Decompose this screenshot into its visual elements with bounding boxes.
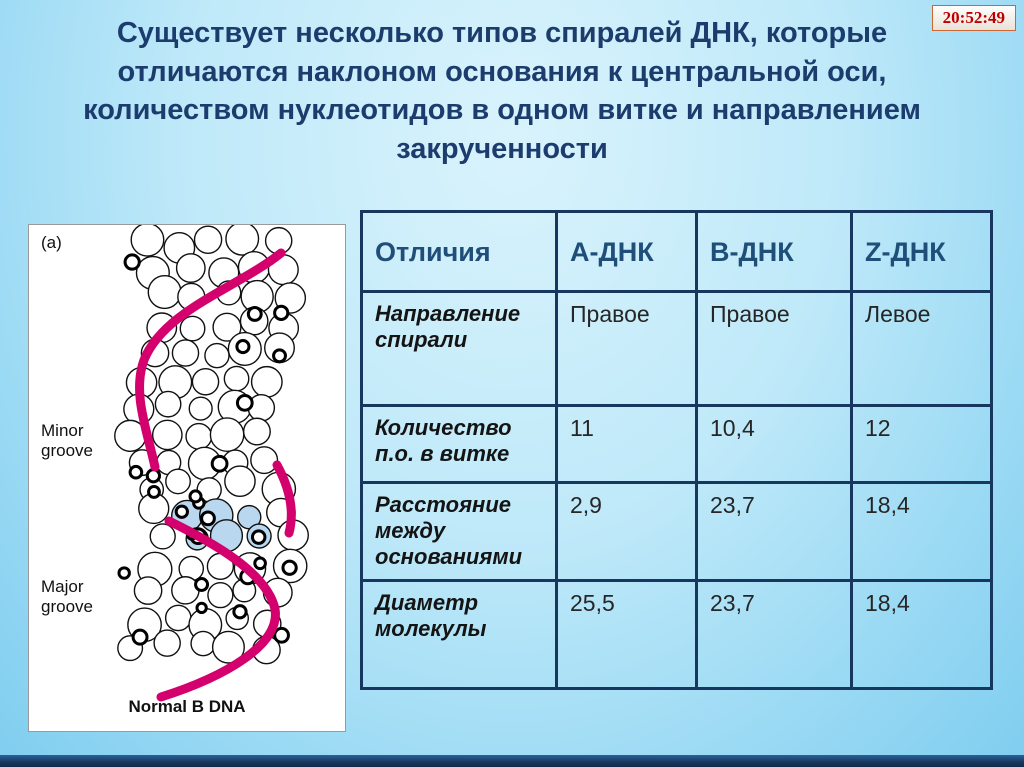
table-row-label: Диаметр молекулы: [360, 579, 558, 690]
table-row: Расстояние между основаниями 2,9 23,7 18…: [360, 481, 993, 582]
helix-ribbon: [135, 248, 296, 702]
table-cell: 18,4: [850, 481, 993, 582]
table-cell: 23,7: [695, 579, 853, 690]
table-cell: Левое: [850, 290, 993, 407]
figure-caption: Normal B DNA: [128, 697, 246, 716]
clock: 20:52:49: [931, 5, 1016, 31]
table-cell: 11: [555, 404, 698, 484]
table-header-cell: Z-ДНК: [850, 210, 993, 293]
table-cell: 10,4: [695, 404, 853, 484]
table-row-label: Расстояние между основаниями: [360, 481, 558, 582]
figure-label-a: (a): [41, 233, 62, 252]
table-header-cell: В-ДНК: [695, 210, 853, 293]
table-cell: 18,4: [850, 579, 993, 690]
table-header-row: Отличия А-ДНК В-ДНК Z-ДНК: [360, 210, 993, 293]
minor-groove-label: Minor groove: [41, 421, 93, 460]
table-row: Направление спирали Правое Правое Левое: [360, 290, 993, 407]
table-row-label: Направление спирали: [360, 290, 558, 407]
table-cell: 2,9: [555, 481, 698, 582]
table-cell: 25,5: [555, 579, 698, 690]
dna-comparison-table: Отличия А-ДНК В-ДНК Z-ДНК Направление сп…: [360, 210, 993, 690]
major-groove-label: Major groove: [41, 577, 93, 616]
table-cell: 23,7: [695, 481, 853, 582]
table-cell: Правое: [695, 290, 853, 407]
table-row: Диаметр молекулы 25,5 23,7 18,4: [360, 579, 993, 690]
table-cell: Правое: [555, 290, 698, 407]
table-cell: 12: [850, 404, 993, 484]
table-header-cell: Отличия: [360, 210, 558, 293]
page-title: Существует несколько типов спиралей ДНК,…: [83, 17, 921, 165]
table-row: Количество п.о. в витке 11 10,4 12: [360, 404, 993, 484]
clock-time: 20:52:49: [942, 8, 1005, 27]
dna-figure: (a) Minor groove Major groove Normal B D…: [28, 224, 346, 732]
table-row-label: Количество п.о. в витке: [360, 404, 558, 484]
bottom-bar: [0, 755, 1024, 767]
table-header-cell: А-ДНК: [555, 210, 698, 293]
dna-illustration: [114, 225, 309, 702]
